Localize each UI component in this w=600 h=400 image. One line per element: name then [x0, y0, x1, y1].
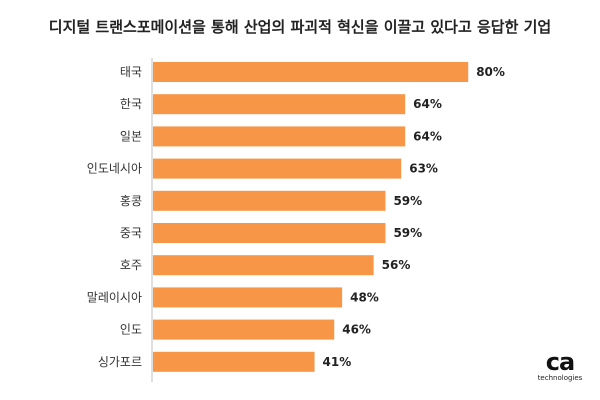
bar-8	[153, 287, 343, 308]
category-label-10: 싱가포르	[98, 355, 142, 369]
category-label-4: 인도네시아	[87, 162, 142, 176]
category-label-8: 말레이시아	[87, 290, 142, 304]
category-label-3: 일본	[120, 129, 142, 143]
category-label-6: 중국	[120, 226, 142, 240]
logo-subtitle: technologies	[537, 374, 583, 382]
value-label-3: 64%	[413, 129, 442, 143]
value-label-10: 41%	[323, 355, 352, 369]
value-label-6: 59%	[393, 226, 422, 240]
bar-10	[153, 351, 315, 372]
bar-4	[153, 158, 402, 179]
bar-5	[153, 190, 386, 211]
bar-7	[153, 255, 374, 276]
value-label-9: 46%	[342, 323, 371, 337]
bar-2	[153, 94, 406, 115]
bars-group: 태국 80% 한국 64% 일본 64% 인도네시아 63% 홍콩 59% 중국 59% 호주 56% 말레…	[87, 62, 505, 372]
value-label-8: 48%	[350, 290, 379, 304]
chart-title: 디지털 트랜스포메이션을 통해 산업의 파괴적 혁신을 이끌고 있다고 응답한 …	[48, 18, 552, 36]
category-label-1: 태국	[120, 65, 142, 79]
bar-1	[153, 62, 469, 82]
category-label-7: 호주	[120, 258, 142, 272]
bar-6	[153, 223, 386, 243]
value-label-5: 59%	[393, 194, 422, 208]
category-label-2: 한국	[120, 97, 142, 111]
logo-mark: ca	[545, 348, 575, 376]
value-label-4: 63%	[409, 162, 438, 176]
ca-technologies-logo: ca technologies	[532, 350, 588, 383]
category-label-9: 인도	[120, 323, 142, 337]
value-label-7: 56%	[382, 258, 411, 272]
bar-9	[153, 319, 335, 340]
value-label-1: 80%	[476, 65, 505, 79]
bar-3	[153, 126, 406, 147]
value-label-2: 64%	[413, 97, 442, 111]
category-label-5: 홍콩	[120, 194, 142, 208]
